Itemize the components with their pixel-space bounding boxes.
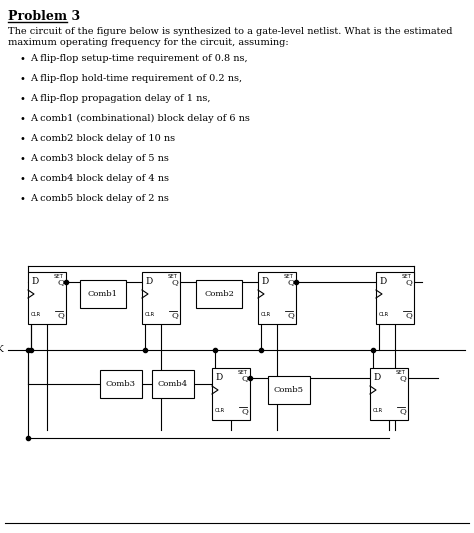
Text: A comb4 block delay of 4 ns: A comb4 block delay of 4 ns	[30, 174, 169, 183]
Text: D: D	[373, 374, 380, 383]
Text: A comb3 block delay of 5 ns: A comb3 block delay of 5 ns	[30, 154, 169, 163]
Text: •: •	[19, 174, 25, 184]
Text: Q: Q	[171, 278, 178, 286]
Text: CLR: CLR	[215, 408, 225, 414]
Text: •: •	[19, 154, 25, 164]
Text: CLR: CLR	[31, 312, 41, 318]
Text: D: D	[145, 278, 152, 287]
Text: Q: Q	[405, 311, 412, 319]
Text: Q: Q	[287, 311, 294, 319]
Text: Q: Q	[399, 374, 406, 382]
Bar	[80, 280, 126, 308]
Text: A comb5 block delay of 2 ns: A comb5 block delay of 2 ns	[30, 194, 169, 203]
Bar	[268, 376, 310, 404]
Text: Comb3: Comb3	[106, 380, 136, 388]
Text: Problem 3: Problem 3	[8, 10, 80, 23]
Text: SET: SET	[284, 274, 294, 279]
Text: A flip-flop hold-time requirement of 0.2 ns,: A flip-flop hold-time requirement of 0.2…	[30, 74, 242, 83]
Bar	[196, 280, 242, 308]
Text: Comb4: Comb4	[158, 380, 188, 388]
Text: A comb2 block delay of 10 ns: A comb2 block delay of 10 ns	[30, 134, 175, 143]
Bar	[212, 368, 250, 420]
Text: A flip-flop propagation delay of 1 ns,: A flip-flop propagation delay of 1 ns,	[30, 94, 210, 103]
Text: A comb1 (combinational) block delay of 6 ns: A comb1 (combinational) block delay of 6…	[30, 114, 250, 123]
Text: SET: SET	[238, 370, 248, 375]
Text: •: •	[19, 114, 25, 124]
Text: Comb5: Comb5	[274, 386, 304, 394]
Text: D: D	[31, 278, 38, 287]
Text: SET: SET	[402, 274, 412, 279]
Text: CLR: CLR	[145, 312, 155, 318]
Text: SET: SET	[54, 274, 64, 279]
Text: •: •	[19, 94, 25, 104]
Text: •: •	[19, 134, 25, 144]
Bar	[376, 272, 414, 324]
Text: A flip-flop setup-time requirement of 0.8 ns,: A flip-flop setup-time requirement of 0.…	[30, 54, 247, 63]
Text: D: D	[379, 278, 386, 287]
Text: CLR: CLR	[261, 312, 271, 318]
Text: D: D	[215, 374, 222, 383]
Text: Q: Q	[57, 311, 64, 319]
Text: •: •	[19, 194, 25, 204]
Text: CLR: CLR	[373, 408, 383, 414]
Text: maximum operating frequency for the circuit, assuming:: maximum operating frequency for the circ…	[8, 38, 289, 47]
Text: CLR: CLR	[379, 312, 389, 318]
Text: Comb1: Comb1	[88, 290, 118, 298]
Bar	[258, 272, 296, 324]
Text: Q: Q	[171, 311, 178, 319]
Text: Comb2: Comb2	[204, 290, 234, 298]
Bar	[28, 272, 66, 324]
Text: SET: SET	[396, 370, 406, 375]
Bar	[152, 370, 194, 398]
Text: Q: Q	[241, 407, 248, 415]
Bar	[142, 272, 180, 324]
Text: Q: Q	[57, 278, 64, 286]
Text: D: D	[261, 278, 268, 287]
Bar	[100, 370, 142, 398]
Text: Q: Q	[405, 278, 412, 286]
Text: •: •	[19, 54, 25, 64]
Text: Q: Q	[287, 278, 294, 286]
Text: SET: SET	[168, 274, 178, 279]
Text: Q: Q	[399, 407, 406, 415]
Bar	[370, 368, 408, 420]
Text: The circuit of the figure below is synthesized to a gate-level netlist. What is : The circuit of the figure below is synth…	[8, 27, 453, 36]
Text: Q: Q	[241, 374, 248, 382]
Text: CLK: CLK	[0, 345, 4, 354]
Text: •: •	[19, 74, 25, 84]
